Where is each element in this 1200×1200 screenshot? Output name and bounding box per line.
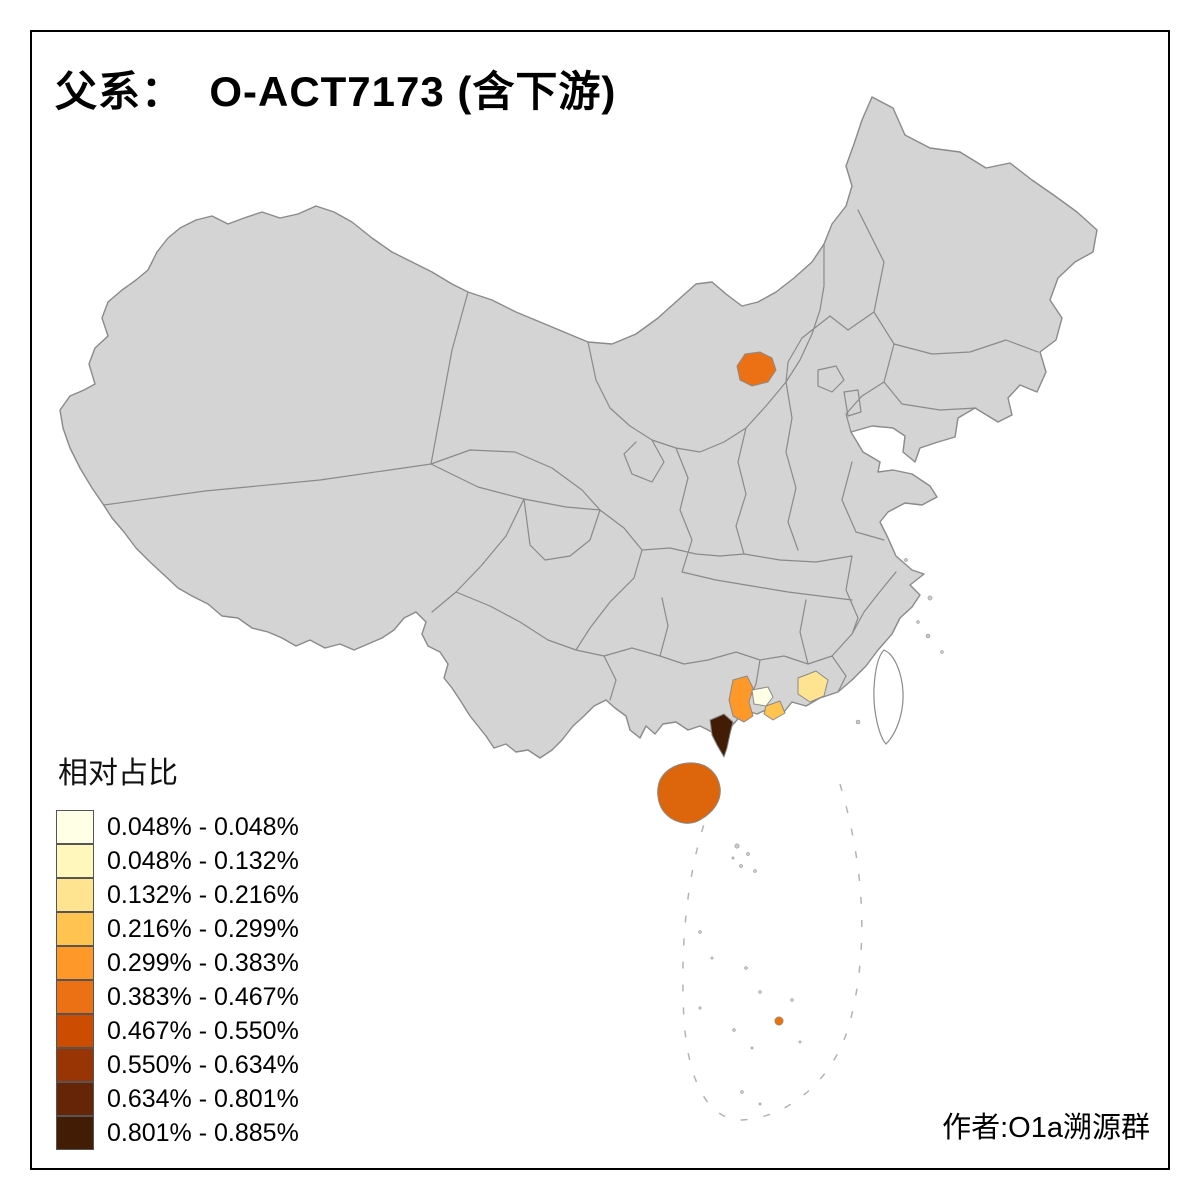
islet-dot (925, 633, 931, 639)
legend-swatch (56, 810, 94, 844)
legend-item: 0.467% - 0.550% (56, 1014, 299, 1048)
legend-label: 0.048% - 0.048% (107, 812, 299, 841)
legend-item: 0.634% - 0.801% (56, 1082, 299, 1116)
map-legend: 相对占比 0.048% - 0.048% 0.048% - 0.132% 0.1… (56, 748, 299, 1150)
region-south-sea-islet (774, 1016, 784, 1026)
offshore-islands (855, 558, 944, 745)
region-pearl-delta-pale (751, 686, 774, 707)
legend-label: 0.132% - 0.216% (107, 880, 299, 909)
legend-swatch (56, 844, 94, 878)
islet-dot (753, 869, 757, 873)
legend-label: 0.048% - 0.132% (107, 846, 299, 875)
legend-label: 0.550% - 0.634% (107, 1050, 299, 1079)
region-guangdong-east (797, 670, 829, 703)
nine-dash-line (682, 783, 863, 1121)
legend-label: 0.299% - 0.383% (107, 948, 299, 977)
legend-swatch (56, 1014, 94, 1048)
region-leizhou-peninsula (709, 713, 734, 758)
province-borders (103, 209, 1039, 713)
legend-label: 0.467% - 0.550% (107, 1016, 299, 1045)
south-china-sea-features (682, 783, 863, 1121)
islet-dot (758, 990, 762, 994)
legend-item: 0.383% - 0.467% (56, 980, 299, 1014)
legend-item: 0.216% - 0.299% (56, 912, 299, 946)
islet-dot (940, 650, 944, 654)
author-credit: 作者:O1a溯源群 (942, 1112, 1150, 1144)
islet-dot (698, 930, 702, 934)
region-north-hetao (736, 351, 777, 387)
islet-dot (744, 966, 748, 970)
legend-title: 相对占比 (58, 757, 178, 790)
legend-swatch (56, 980, 94, 1014)
islet-dot (740, 1090, 744, 1094)
taiwan-island (873, 649, 904, 745)
region-pearl-delta-yellow (763, 700, 786, 721)
legend-label: 0.634% - 0.801% (107, 1084, 299, 1113)
legend-label: 0.383% - 0.467% (107, 982, 299, 1011)
mainland-china-shape (59, 96, 1098, 759)
islet-dot (731, 856, 735, 860)
figure-title: 父系： O-ACT7173 (含下游) (55, 68, 617, 115)
legend-item: 0.048% - 0.048% (56, 810, 299, 844)
legend-swatch (56, 912, 94, 946)
legend-item: 0.801% - 0.885% (56, 1116, 299, 1150)
legend-swatch (56, 878, 94, 912)
legend-item: 0.132% - 0.216% (56, 878, 299, 912)
legend-swatch (56, 1082, 94, 1116)
legend-swatch (56, 1116, 94, 1150)
islet-dot (732, 1028, 736, 1032)
islet-dot (698, 1006, 702, 1010)
islet-dot (855, 719, 861, 725)
islet-dot (746, 852, 750, 856)
islet-dot (927, 595, 933, 601)
islet-dot (710, 956, 714, 960)
legend-label: 0.801% - 0.885% (107, 1118, 299, 1147)
islet-dot (734, 843, 740, 849)
legend-item: 0.550% - 0.634% (56, 1048, 299, 1082)
legend-label: 0.216% - 0.299% (107, 914, 299, 943)
legend-item: 0.048% - 0.132% (56, 844, 299, 878)
legend-swatch (56, 1048, 94, 1082)
highlight-regions (657, 351, 829, 824)
legend-swatch (56, 946, 94, 980)
islet-dot (798, 1040, 802, 1044)
legend-item: 0.299% - 0.383% (56, 946, 299, 980)
region-hainan-island (657, 762, 721, 824)
region-guangxi-east (728, 675, 754, 723)
islet-dot (904, 558, 908, 562)
islet-dot (758, 1102, 762, 1106)
islet-dot (790, 998, 794, 1002)
islet-dot (916, 620, 920, 624)
islet-dot (739, 864, 743, 868)
islet-dot (750, 1046, 754, 1050)
